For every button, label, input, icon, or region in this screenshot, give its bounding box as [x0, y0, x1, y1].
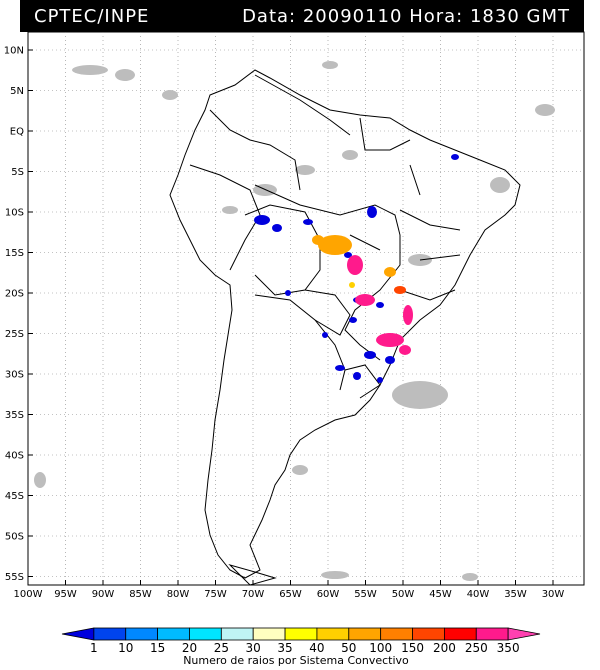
lon-tick-label: 80W [167, 589, 190, 600]
colorbar-segment [125, 627, 158, 641]
border-brazil-states [349, 164, 461, 301]
colorbar-segment [61, 627, 95, 641]
border-venezuela [254, 74, 351, 136]
continent-outline [169, 69, 521, 579]
lat-tick-label: 25S [5, 329, 24, 340]
lat-tick-label: 5S [11, 167, 24, 178]
colorbar-label: 20 [182, 641, 197, 655]
lon-tick-label: 75W [204, 589, 227, 600]
lat-tick-label: 45S [5, 491, 24, 502]
lon-tick-label: 95W [54, 589, 77, 600]
border-guianas [359, 117, 411, 151]
lon-tick-label: 100W [14, 589, 43, 600]
lat-tick-label: 40S [5, 451, 24, 462]
lat-tick-label: 10S [5, 208, 24, 219]
lon-tick-label: 55W [354, 589, 377, 600]
lon-tick-label: 50W [392, 589, 415, 600]
colorbar-segment [220, 627, 254, 641]
lon-tick-label: 65W [279, 589, 302, 600]
cloud-cover [34, 61, 555, 581]
colorbar-segment [189, 627, 222, 641]
date-value: 20090110 [302, 5, 403, 27]
colorbar-label: 10 [118, 641, 133, 655]
lon-tick-label: 70W [242, 589, 265, 600]
colorbar-segment [412, 627, 445, 641]
colorbar-label: 150 [401, 641, 424, 655]
colorbar-label: 250 [465, 641, 488, 655]
colorbar-labels: 1 10 15 20 25 30 35 40 50 100 150 200 250 350 [90, 641, 520, 655]
grid-lines [27, 32, 584, 585]
colorbar-title: Numero de raios por Sistema Convectivo [183, 654, 409, 667]
colorbar-label: 25 [214, 641, 229, 655]
lon-tick-label: 45W [429, 589, 452, 600]
lat-tick-label: 15S [5, 248, 24, 259]
tierra-del-fuego [228, 564, 277, 586]
colorbar-segment [252, 627, 286, 641]
border-paraguay [304, 289, 351, 336]
colorbar-segment [284, 627, 318, 641]
lat-tick-label: 55S [5, 572, 24, 583]
lon-tick-label: 60W [317, 589, 340, 600]
colorbar-label: 1 [90, 641, 98, 655]
colorbar-segment [348, 627, 382, 641]
lat-tick-label: 30S [5, 370, 24, 381]
hour-value: 1830 GMT [469, 5, 570, 27]
lon-tick-label: 90W [92, 589, 115, 600]
colorbar-label: 200 [433, 641, 456, 655]
colorbar-label: 40 [309, 641, 324, 655]
colorbar-segment [93, 627, 127, 641]
lat-tick-label: 50S [5, 532, 24, 543]
hour-label: Hora: [409, 5, 464, 27]
lat-tick-label: 35S [5, 410, 24, 421]
lat-tick-label: EQ [10, 127, 24, 138]
lon-tick-label: 40W [467, 589, 490, 600]
latitude-labels: 10N 5N EQ 5S 10S 15S 20S 25S 30S 35S 40S 45S 50S 55S [4, 46, 24, 584]
colorbar [61, 627, 541, 641]
lon-tick-label: 30W [542, 589, 565, 600]
colorbar-label: 15 [150, 641, 165, 655]
org-name: CPTEC/INPE [34, 5, 150, 27]
border-uruguay [344, 364, 381, 399]
colorbar-label: 50 [341, 641, 356, 655]
colorbar-segment [380, 627, 413, 641]
colorbar-segment [507, 627, 541, 641]
date-label: Data: [242, 5, 297, 27]
border-brazil [254, 184, 401, 361]
date-hour-info: Data: 20090110 Hora: 1830 GMT [242, 6, 570, 27]
lat-tick-label: 10N [4, 46, 24, 57]
lon-tick-label: 85W [129, 589, 152, 600]
colorbar-label: 100 [369, 641, 392, 655]
colorbar-segment [443, 627, 477, 641]
convective-systems [254, 154, 459, 383]
border-bolivia [244, 204, 321, 296]
map-frame [27, 31, 585, 586]
colorbar-label: 35 [277, 641, 292, 655]
title-bar: CPTEC/INPE Data: 20090110 Hora: 1830 GMT [20, 0, 584, 32]
lat-tick-label: 20S [5, 289, 24, 300]
colorbar-segment [157, 627, 190, 641]
border-colombia [209, 109, 301, 191]
colorbar-label: 350 [497, 641, 520, 655]
colorbar-label: 30 [246, 641, 261, 655]
lat-tick-label: 5N [10, 86, 24, 97]
lon-tick-label: 35W [504, 589, 527, 600]
country-borders [169, 69, 521, 586]
border-peru [189, 164, 261, 271]
colorbar-segment [475, 627, 509, 641]
colorbar-segment [316, 627, 350, 641]
longitude-labels: 100W 95W 90W 85W 80W 75W 70W 65W 60W 55W 50W 45W 40W… [14, 589, 565, 600]
